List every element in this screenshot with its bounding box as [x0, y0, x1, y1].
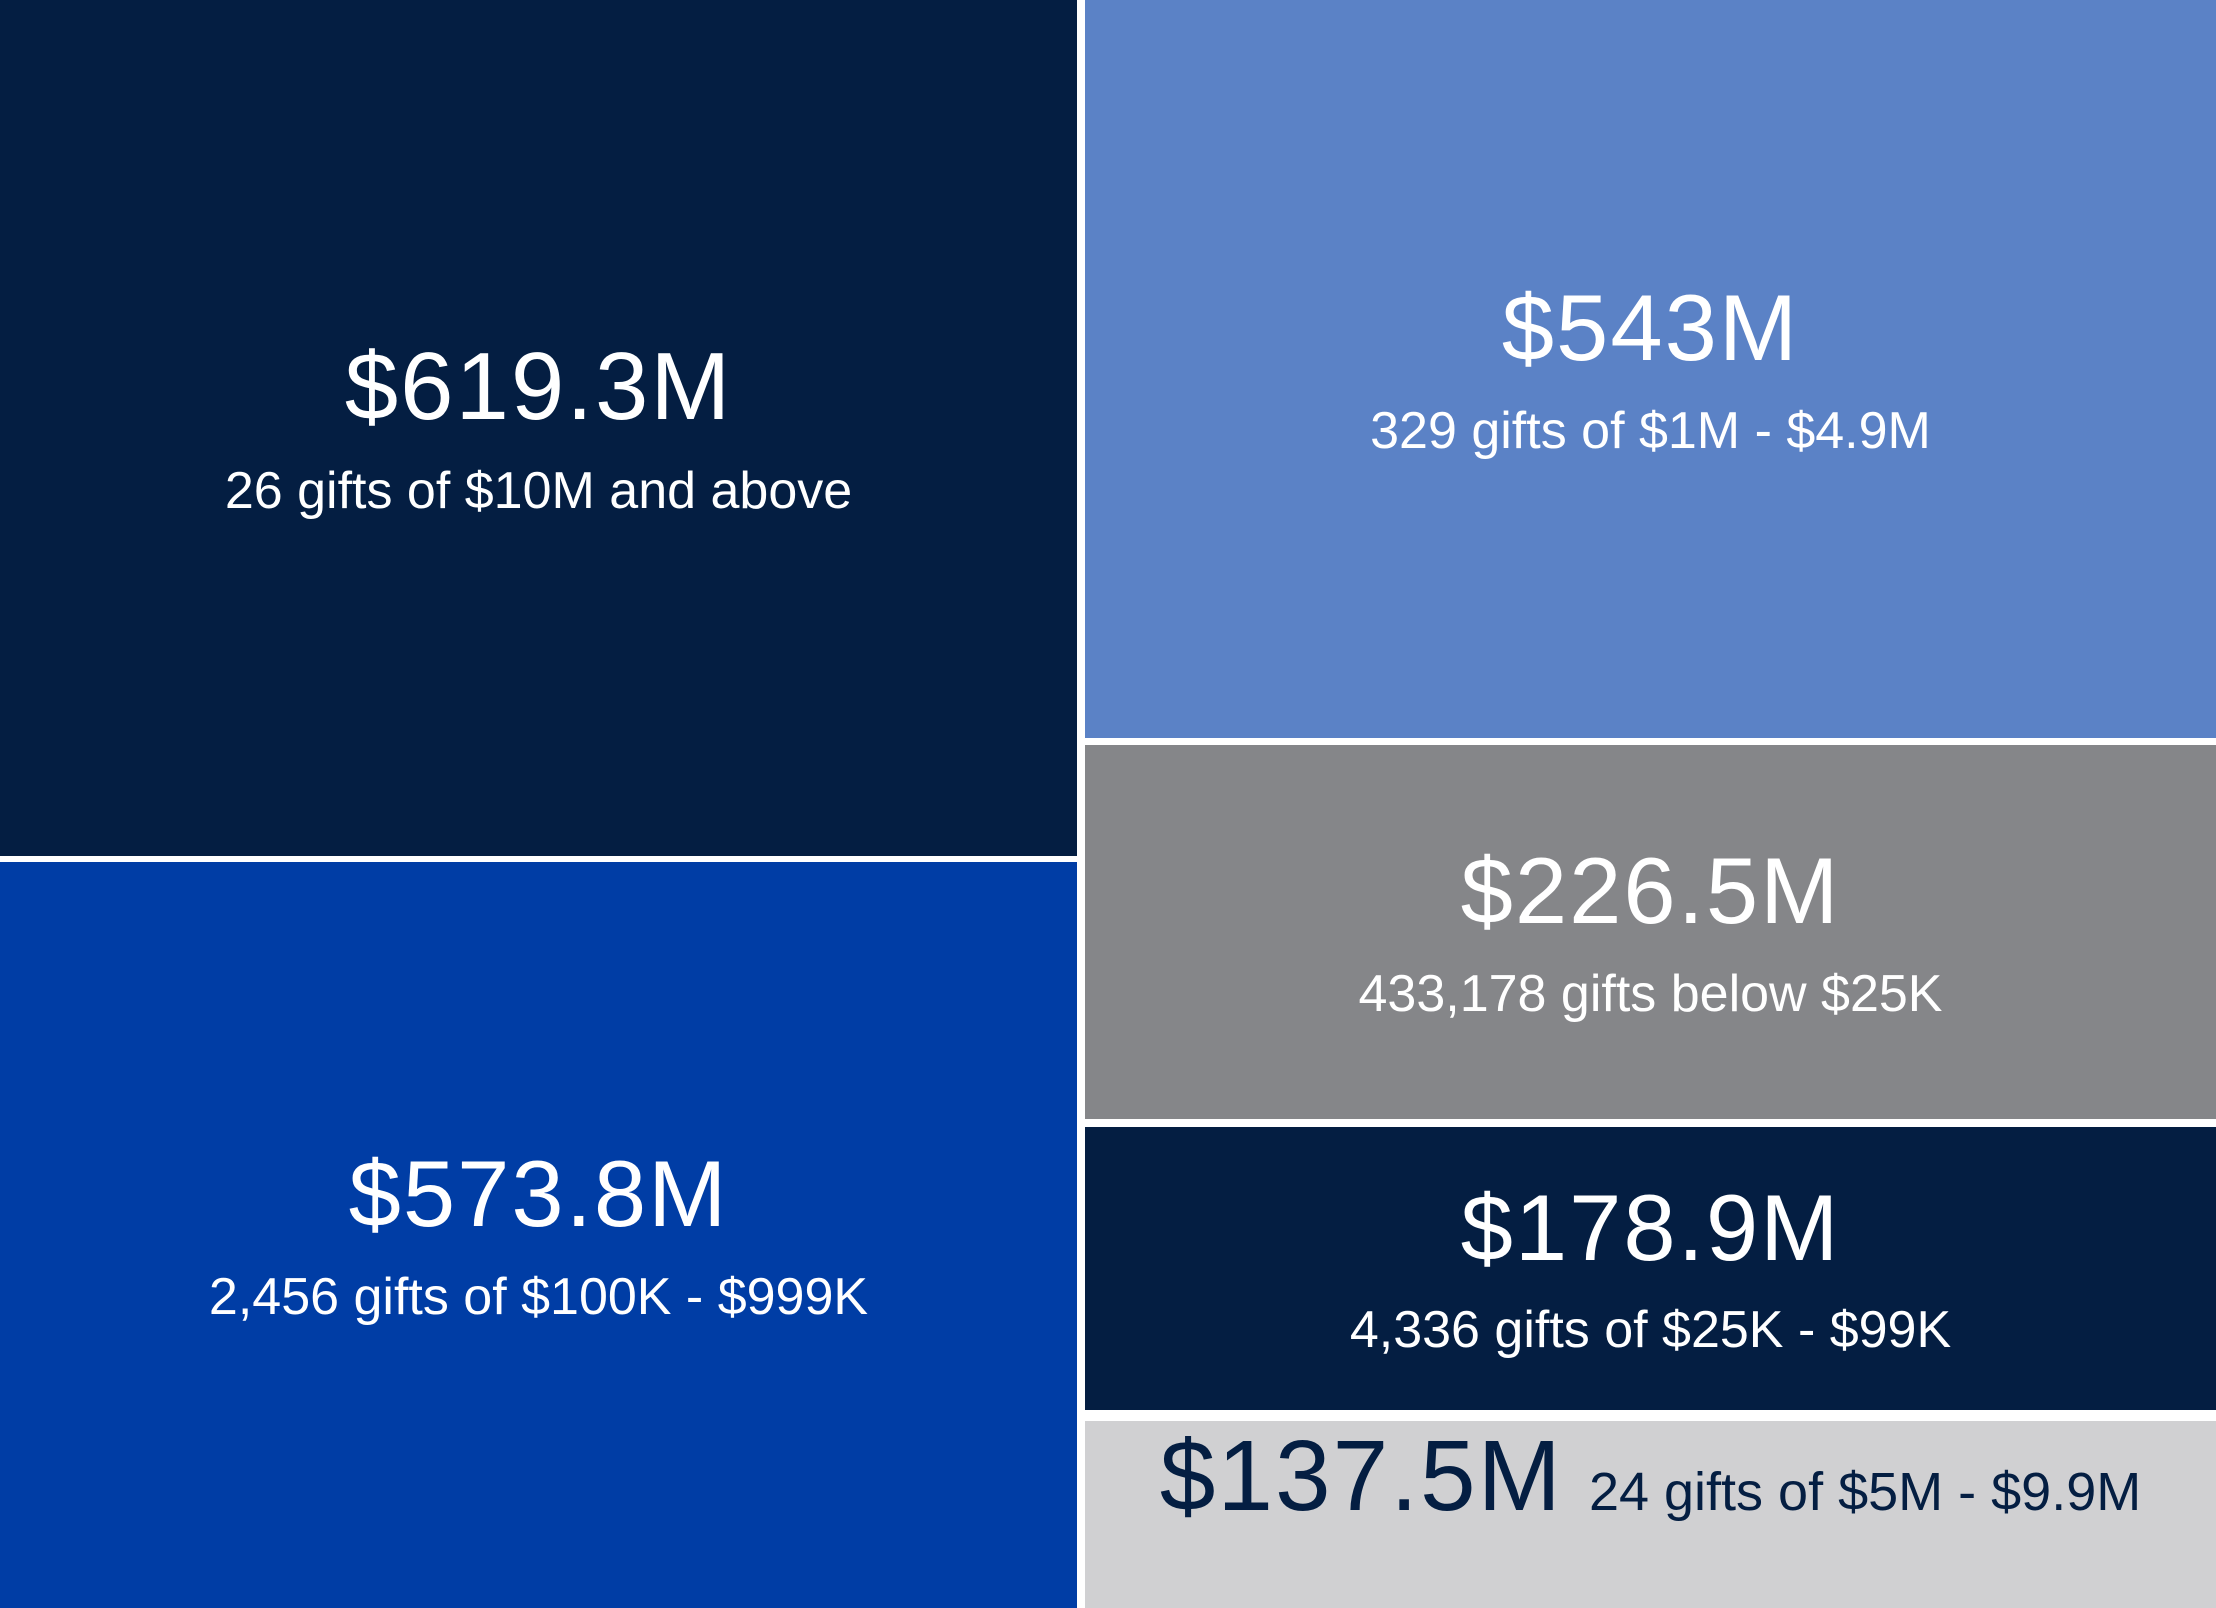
tile-below-25k: $226.5M 433,178 gifts below $25K [1085, 745, 2216, 1119]
tile-amount: $178.9M [1460, 1174, 1841, 1280]
tile-description: 4,336 gifts of $25K - $99K [1349, 1301, 1952, 1359]
tile-description: 2,456 gifts of $100K - $999K [208, 1267, 869, 1326]
tile-5m-9-9m: $137.5M 24 gifts of $5M - $9.9M [1085, 1421, 2216, 1608]
tile-10m-and-above: $619.3M 26 gifts of $10M and above [0, 0, 1077, 856]
tile-amount: $619.3M [344, 333, 733, 440]
tile-amount: $543M [1501, 275, 1800, 381]
tile-amount: $137.5M [1159, 1420, 1563, 1532]
tile-description: 433,178 gifts below $25K [1358, 964, 1943, 1023]
tile-amount: $573.8M [348, 1141, 729, 1247]
tile-description: 329 gifts of $1M - $4.9M [1370, 401, 1931, 460]
tile-amount: $226.5M [1460, 838, 1841, 944]
tile-25k-99k: $178.9M 4,336 gifts of $25K - $99K [1085, 1127, 2216, 1410]
tile-description: 26 gifts of $10M and above [224, 461, 853, 520]
tile-100k-999k: $573.8M 2,456 gifts of $100K - $999K [0, 862, 1077, 1608]
tile-1m-4-9m: $543M 329 gifts of $1M - $4.9M [1085, 0, 2216, 738]
tile-description: 24 gifts of $5M - $9.9M [1588, 1462, 2142, 1522]
